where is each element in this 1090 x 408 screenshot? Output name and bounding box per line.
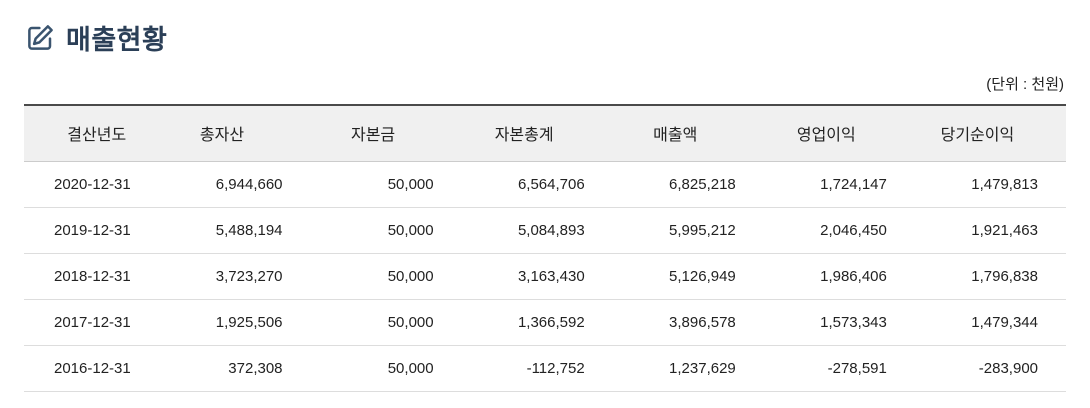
table-cell-year: 2016-12-31: [24, 345, 160, 392]
table-cell-year: 2019-12-31: [24, 207, 160, 254]
table-cell-year: 2018-12-31: [24, 253, 160, 300]
column-header-net-income: 당기순이익: [914, 105, 1066, 162]
table-cell: 50,000: [310, 161, 462, 208]
table-row: 2019-12-31 5,488,194 50,000 5,084,893 5,…: [24, 207, 1066, 254]
table-cell: 1,925,506: [159, 299, 311, 346]
table-cell-year: 2017-12-31: [24, 299, 160, 346]
table-cell: 50,000: [310, 253, 462, 300]
table-cell: -283,900: [914, 345, 1066, 392]
table-cell: 3,723,270: [159, 253, 311, 300]
column-header-total-assets: 총자산: [159, 105, 311, 162]
table-cell: -112,752: [461, 345, 613, 392]
table-cell: 6,944,660: [159, 161, 311, 208]
table-cell: 1,479,813: [914, 161, 1066, 208]
edit-icon: [24, 22, 56, 54]
column-header-sales: 매출액: [612, 105, 764, 162]
table-cell: 50,000: [310, 207, 462, 254]
table-cell: 2,046,450: [763, 207, 915, 254]
column-header-total-equity: 자본총계: [461, 105, 613, 162]
table-cell: 372,308: [159, 345, 311, 392]
table-cell: 1,724,147: [763, 161, 915, 208]
table-cell: 3,163,430: [461, 253, 613, 300]
table-row: 2020-12-31 6,944,660 50,000 6,564,706 6,…: [24, 161, 1066, 208]
column-header-operating-profit: 영업이익: [763, 105, 915, 162]
table-cell: 50,000: [310, 299, 462, 346]
column-header-fiscal-year: 결산년도: [24, 105, 160, 162]
table-cell: 3,896,578: [612, 299, 764, 346]
table-cell: 5,488,194: [159, 207, 311, 254]
table-cell: 1,921,463: [914, 207, 1066, 254]
column-header-capital-stock: 자본금: [310, 105, 462, 162]
table-cell: 1,479,344: [914, 299, 1066, 346]
page-title: 매출현황: [66, 25, 168, 55]
table-cell: 1,796,838: [914, 253, 1066, 300]
table-row: 2017-12-31 1,925,506 50,000 1,366,592 3,…: [24, 299, 1066, 346]
table-row: 2016-12-31 372,308 50,000 -112,752 1,237…: [24, 345, 1066, 392]
table-cell: 1,237,629: [612, 345, 764, 392]
page-header: 매출현황: [24, 18, 1066, 57]
table-cell: 6,564,706: [461, 161, 613, 208]
table-cell: 6,825,218: [612, 161, 764, 208]
table-cell: 50,000: [310, 345, 462, 392]
table-cell: 5,084,893: [461, 207, 613, 254]
table-cell-year: 2020-12-31: [24, 161, 160, 208]
table-cell: 1,573,343: [763, 299, 915, 346]
sales-table: 결산년도 총자산 자본금 자본총계 매출액 영업이익 당기순이익 2020-12…: [24, 104, 1066, 392]
table-cell: 5,995,212: [612, 207, 764, 254]
table-cell: 1,986,406: [763, 253, 915, 300]
table-header-row: 결산년도 총자산 자본금 자본총계 매출액 영업이익 당기순이익: [24, 105, 1066, 162]
table-row: 2018-12-31 3,723,270 50,000 3,163,430 5,…: [24, 253, 1066, 300]
table-cell: -278,591: [763, 345, 915, 392]
table-cell: 1,366,592: [461, 299, 613, 346]
table-cell: 5,126,949: [612, 253, 764, 300]
unit-note: (단위 : 천원): [986, 76, 1064, 93]
sales-status-page: 매출현황 (단위 : 천원) 결산년도 총자산 자본금 자본총계 매출액 영업이…: [24, 18, 1066, 392]
